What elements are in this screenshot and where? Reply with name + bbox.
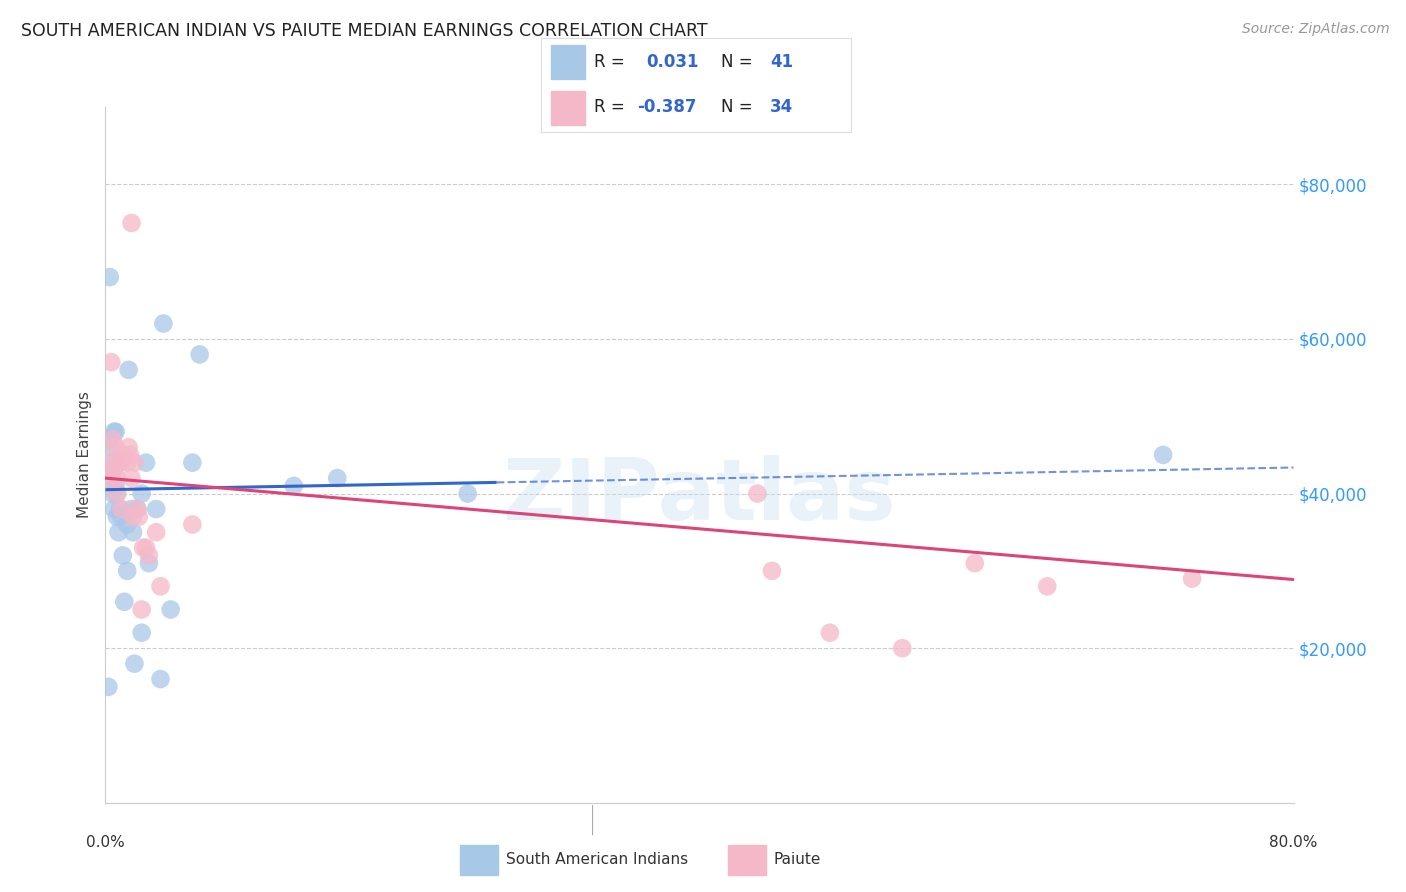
Point — [100, 440, 122, 454]
Point — [101, 486, 124, 500]
Point — [128, 509, 150, 524]
Point — [117, 363, 139, 377]
Point — [117, 440, 139, 454]
Text: R =: R = — [593, 98, 624, 116]
Point — [127, 502, 149, 516]
Point — [101, 433, 124, 447]
Point — [138, 549, 160, 563]
Bar — [460, 845, 498, 875]
Text: SOUTH AMERICAN INDIAN VS PAIUTE MEDIAN EARNINGS CORRELATION CHART: SOUTH AMERICAN INDIAN VS PAIUTE MEDIAN E… — [21, 22, 707, 40]
Text: 41: 41 — [770, 53, 793, 70]
Point — [152, 317, 174, 331]
Point — [124, 657, 146, 671]
Point — [135, 541, 157, 555]
Point — [108, 456, 131, 470]
Point — [1181, 572, 1204, 586]
Y-axis label: Median Earnings: Median Earnings — [77, 392, 93, 518]
Point — [145, 525, 167, 540]
Bar — [551, 45, 585, 78]
Point — [104, 479, 127, 493]
Text: 34: 34 — [770, 98, 793, 116]
Bar — [551, 91, 585, 125]
Point — [108, 456, 131, 470]
Point — [818, 625, 841, 640]
Text: 80.0%: 80.0% — [1270, 836, 1317, 850]
Point — [149, 672, 172, 686]
Point — [122, 525, 145, 540]
Point — [103, 463, 125, 477]
Point — [105, 486, 128, 500]
Point — [103, 502, 125, 516]
Point — [101, 463, 124, 477]
Point — [98, 433, 121, 447]
Point — [101, 456, 124, 470]
Point — [457, 486, 479, 500]
Point — [105, 509, 128, 524]
Point — [112, 595, 135, 609]
Point — [138, 556, 160, 570]
Text: ZIPatlas: ZIPatlas — [502, 455, 897, 538]
Point — [145, 502, 167, 516]
Point — [188, 347, 211, 361]
Point — [100, 471, 122, 485]
Text: Paiute: Paiute — [773, 853, 821, 867]
Point — [111, 549, 134, 563]
Point — [121, 216, 143, 230]
Point — [283, 479, 305, 493]
Point — [124, 456, 146, 470]
Text: R =: R = — [593, 53, 624, 70]
Point — [181, 517, 204, 532]
Point — [132, 541, 155, 555]
Point — [159, 602, 181, 616]
Point — [127, 502, 149, 516]
Point — [97, 471, 120, 485]
Point — [135, 456, 157, 470]
Point — [120, 448, 142, 462]
Point — [115, 456, 138, 470]
Point — [1152, 448, 1174, 462]
Point — [963, 556, 986, 570]
Point — [104, 425, 127, 439]
Point — [107, 525, 129, 540]
Point — [891, 641, 914, 656]
Point — [761, 564, 783, 578]
Text: N =: N = — [721, 53, 752, 70]
Point — [121, 502, 143, 516]
Point — [122, 509, 145, 524]
Point — [115, 564, 138, 578]
Point — [110, 509, 132, 524]
Point — [104, 440, 127, 454]
Point — [103, 425, 125, 439]
Point — [747, 486, 769, 500]
Text: South American Indians: South American Indians — [506, 853, 688, 867]
Text: Source: ZipAtlas.com: Source: ZipAtlas.com — [1241, 22, 1389, 37]
Text: -0.387: -0.387 — [637, 98, 697, 116]
Point — [110, 502, 132, 516]
Point — [105, 471, 128, 485]
Point — [98, 270, 121, 285]
Text: N =: N = — [721, 98, 752, 116]
Point — [131, 625, 153, 640]
Point — [1036, 579, 1059, 593]
Point — [97, 680, 120, 694]
Point — [115, 517, 138, 532]
Text: 0.0%: 0.0% — [86, 836, 125, 850]
Point — [111, 448, 134, 462]
Point — [131, 486, 153, 500]
Point — [108, 502, 131, 516]
Text: 0.031: 0.031 — [647, 53, 699, 70]
Point — [181, 456, 204, 470]
Point — [326, 471, 349, 485]
Point — [100, 355, 122, 369]
Point — [105, 486, 128, 500]
Point — [131, 602, 153, 616]
Point — [98, 456, 121, 470]
Bar — [728, 845, 766, 875]
Point — [149, 579, 172, 593]
Point — [121, 471, 143, 485]
